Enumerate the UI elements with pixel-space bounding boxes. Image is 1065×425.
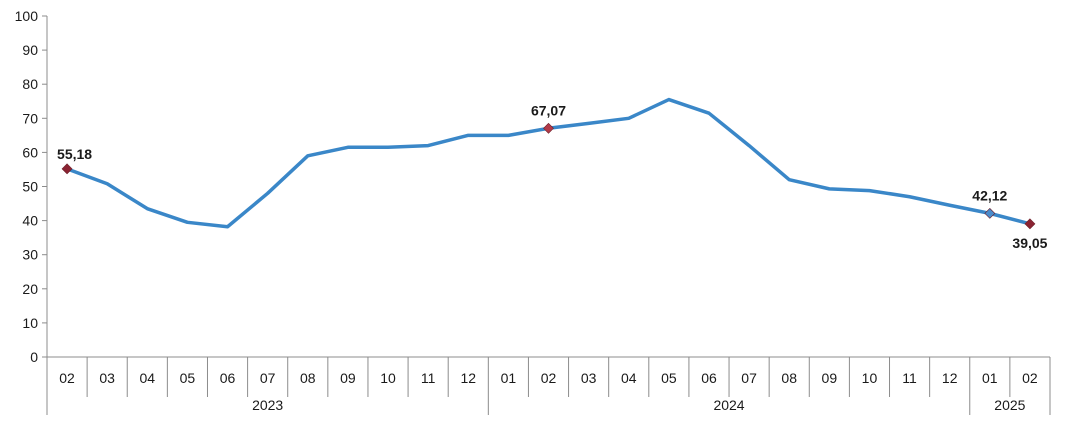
x-tick-label: 03 (581, 370, 597, 386)
x-tick-label: 02 (1022, 370, 1038, 386)
point-marker (543, 122, 554, 134)
series-line (65, 97, 1032, 229)
series-line-group (65, 97, 1032, 229)
x-tick-label: 04 (140, 370, 156, 386)
y-tick-label: 100 (15, 8, 39, 24)
x-tick-label: 04 (621, 370, 637, 386)
y-tick-label: 60 (22, 144, 38, 160)
data-label: 42,12 (972, 187, 1007, 203)
x-tick-label: 02 (59, 370, 75, 386)
x-tick-label: 01 (501, 370, 517, 386)
data-label: 39,05 (1012, 235, 1047, 251)
y-tick-label: 90 (22, 42, 38, 58)
x-tick-label: 08 (781, 370, 797, 386)
y-axis-ticks: 0 10 20 30 40 50 60 70 80 90 100 (15, 8, 47, 365)
y-tick-label: 0 (30, 349, 38, 365)
x-tick-label: 12 (460, 370, 476, 386)
data-labels: 55,18 67,07 42,12 39,05 (57, 102, 1048, 251)
x-year-label: 2024 (713, 397, 744, 413)
point-marker (61, 163, 73, 175)
x-tick-label: 10 (862, 370, 878, 386)
x-year-label: 2025 (994, 397, 1025, 413)
data-label: 67,07 (531, 102, 566, 118)
data-label: 55,18 (57, 146, 92, 162)
x-tick-label: 06 (701, 370, 717, 386)
x-axis-ticks: 02 03 04 05 06 07 08 09 10 11 12 01 02 03 04 05 06 07 08 09… (46, 357, 1051, 415)
point-marker (984, 207, 996, 219)
x-tick-label: 11 (902, 370, 917, 386)
y-tick-label: 40 (22, 213, 38, 229)
point-marker (1024, 218, 1036, 230)
x-tick-label: 09 (822, 370, 838, 386)
y-tick-label: 10 (22, 315, 38, 331)
x-tick-label: 07 (741, 370, 757, 386)
x-tick-label: 05 (180, 370, 196, 386)
x-tick-label: 08 (300, 370, 316, 386)
x-tick-label: 10 (380, 370, 396, 386)
x-tick-label: 07 (260, 370, 276, 386)
y-tick-label: 30 (22, 247, 38, 263)
y-tick-label: 20 (22, 281, 38, 297)
point-markers (61, 122, 1036, 230)
x-tick-label: 06 (220, 370, 236, 386)
x-tick-label: 09 (340, 370, 356, 386)
x-tick-label: 12 (942, 370, 958, 386)
x-tick-label: 03 (99, 370, 115, 386)
x-tick-label: 05 (661, 370, 677, 386)
x-tick-label: 11 (421, 370, 436, 386)
x-tick-label: 01 (982, 370, 998, 386)
y-tick-label: 80 (22, 76, 38, 92)
axes (46, 16, 1050, 358)
y-tick-label: 50 (22, 179, 38, 195)
x-year-label: 2023 (252, 397, 283, 413)
y-tick-label: 70 (22, 110, 38, 126)
x-tick-label: 02 (541, 370, 557, 386)
